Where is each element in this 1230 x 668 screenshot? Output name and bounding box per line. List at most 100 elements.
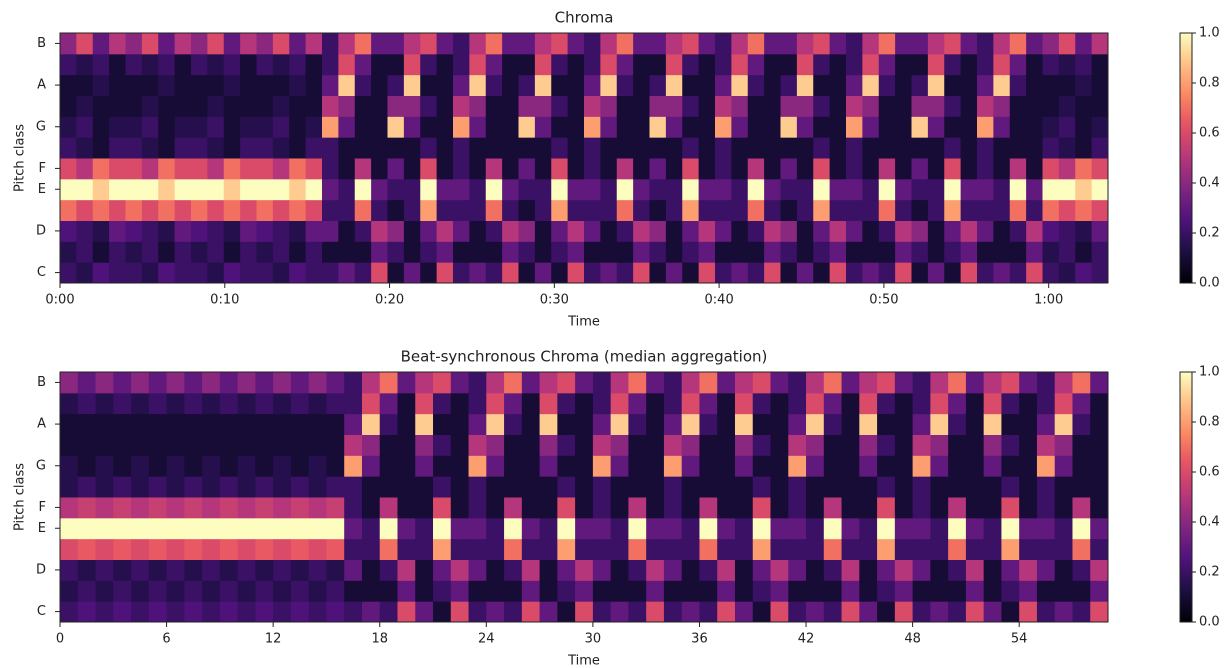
heatmap-cell xyxy=(770,455,789,477)
heatmap-cell xyxy=(255,601,274,623)
heatmap-cell xyxy=(344,413,363,435)
heatmap-cell xyxy=(202,517,221,540)
heatmap-cell xyxy=(420,158,438,180)
heatmap-cell xyxy=(682,158,700,180)
heatmap-cell xyxy=(628,497,647,519)
heatmap-cell xyxy=(796,95,814,117)
heatmap-cell xyxy=(223,33,241,55)
heatmap-cell xyxy=(806,372,825,394)
heatmap-cell xyxy=(92,158,110,180)
heatmap-cell xyxy=(993,220,1011,242)
heatmap-cell xyxy=(504,517,523,540)
heatmap-cell xyxy=(1054,538,1073,560)
heatmap-cell xyxy=(76,158,94,180)
heatmap-cell xyxy=(911,199,929,221)
heatmap-cell xyxy=(379,476,398,498)
heatmap xyxy=(60,372,1109,623)
heatmap-cell xyxy=(665,199,683,221)
heatmap-cell xyxy=(717,455,736,477)
heatmap-cell xyxy=(788,538,807,560)
heatmap-cell xyxy=(698,33,716,55)
heatmap-cell xyxy=(813,137,831,159)
heatmap-cell xyxy=(361,601,381,623)
heatmap-cell xyxy=(76,116,94,138)
heatmap-cell xyxy=(256,33,274,55)
heatmap-cell xyxy=(823,392,843,415)
heatmap-cell xyxy=(944,241,962,263)
heatmap-cell xyxy=(1036,538,1056,560)
heatmap-cell xyxy=(715,178,732,201)
heatmap-cell xyxy=(878,95,896,117)
heatmap-cell xyxy=(415,434,434,456)
heatmap-cell xyxy=(717,497,736,519)
heatmap-cell xyxy=(468,538,487,560)
heatmap-cell xyxy=(1054,434,1073,456)
heatmap-cell xyxy=(633,53,650,76)
heatmap-cell xyxy=(468,476,487,498)
x-tick-label: 12 xyxy=(265,632,282,647)
heatmap-cell xyxy=(272,116,290,138)
x-tick-label: 0:40 xyxy=(705,293,734,308)
heatmap-cell xyxy=(993,158,1011,180)
heatmap-cell xyxy=(109,137,126,159)
heatmap-cell xyxy=(846,158,863,180)
heatmap-cell xyxy=(60,559,79,581)
heatmap-cell xyxy=(174,241,192,263)
heatmap-cell xyxy=(95,601,114,623)
heatmap-cell xyxy=(592,580,612,602)
heatmap-cell xyxy=(191,33,208,55)
heatmap-cell xyxy=(944,158,962,180)
heatmap-cell xyxy=(518,74,536,96)
heatmap-cell xyxy=(665,74,683,96)
heatmap-cell xyxy=(715,262,732,284)
heatmap-cell xyxy=(436,137,454,159)
heatmap-cell xyxy=(308,413,327,435)
x-tick-label: 0:50 xyxy=(869,293,898,308)
heatmap-cell xyxy=(993,74,1011,96)
heatmap-cell xyxy=(207,53,225,76)
heatmap-cell xyxy=(240,95,257,117)
heatmap-cell xyxy=(92,220,110,242)
heatmap-cell xyxy=(485,241,503,263)
heatmap-cell xyxy=(895,53,912,76)
heatmap-cell xyxy=(207,178,225,201)
heatmap-cell xyxy=(420,33,438,55)
heatmap-cell xyxy=(379,455,398,477)
heatmap-cell xyxy=(1019,601,1038,623)
plot-frame xyxy=(59,371,1109,623)
heatmap-cell xyxy=(387,241,405,263)
heatmap-cell xyxy=(1042,116,1060,138)
heatmap-cell xyxy=(539,538,558,560)
heatmap-cell xyxy=(1036,372,1056,394)
heatmap-cell xyxy=(600,220,618,242)
heatmap-cell xyxy=(290,372,310,394)
heatmap-cell xyxy=(166,601,185,623)
heatmap-cell xyxy=(397,476,416,498)
heatmap-cell xyxy=(927,158,945,180)
heatmap-cell xyxy=(1019,372,1038,394)
heatmap-cell xyxy=(521,601,541,623)
heatmap-cell xyxy=(354,220,372,242)
heatmap-cell xyxy=(420,262,438,284)
y-tick-label: E xyxy=(38,521,46,536)
heatmap-cell xyxy=(158,199,176,221)
heatmap-cell xyxy=(646,434,665,456)
heatmap-cell xyxy=(1075,241,1093,263)
heatmap-cell xyxy=(338,74,356,96)
y-tick-label: E xyxy=(38,182,46,197)
heatmap-cell xyxy=(344,455,363,477)
heatmap-cell xyxy=(255,497,274,519)
heatmap-cell xyxy=(518,137,536,159)
heatmap-cell xyxy=(960,262,978,284)
heatmap-cell xyxy=(965,455,985,477)
heatmap-cell xyxy=(361,517,381,540)
heatmap-cell xyxy=(1058,178,1076,201)
chart-title: Beat-synchronous Chroma (median aggregat… xyxy=(401,348,768,366)
heatmap-cell xyxy=(927,220,945,242)
heatmap-cell xyxy=(166,372,185,394)
heatmap-cell xyxy=(1090,559,1109,581)
heatmap-cell xyxy=(415,392,434,415)
heatmap-cell xyxy=(240,241,257,263)
heatmap-cell xyxy=(141,95,159,117)
heatmap-cell xyxy=(717,601,736,623)
